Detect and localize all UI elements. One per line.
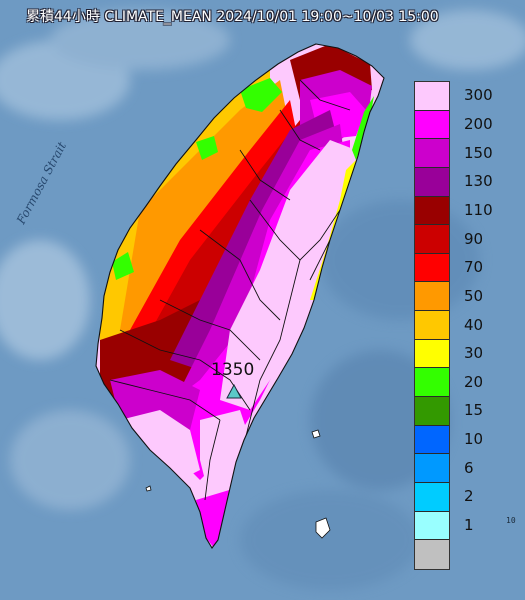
legend-label: 1 [464,516,474,535]
legend-label: 150 [464,143,493,162]
legend-swatch [415,82,449,111]
corner-mark: 10 [506,516,516,525]
zone-300-south [120,410,200,480]
legend-label: 300 [464,86,493,105]
zone-70 [130,100,300,350]
map-title: 累積44小時 CLIMATE_MEAN 2024/10/01 19:00~10/… [26,9,439,25]
green-island [311,429,321,439]
legend-swatch [415,511,449,541]
legend-label: 15 [464,401,484,420]
legend-label: 40 [464,315,484,334]
legend-label: 130 [464,172,493,191]
legend-labels: 300 200 150 130 110 90 70 50 40 30 20 15 10 6 2 1 [464,81,524,568]
legend-label: 20 [464,372,484,391]
legend-label: 10 [464,430,484,449]
legend-swatch [415,454,449,483]
zone-20 [240,78,282,112]
legend-colorbar [414,81,450,570]
legend-swatch [415,368,449,398]
zone-20b [196,136,218,160]
orchid-island [315,517,331,539]
rainfall-zones [96,44,374,548]
zone-20c [112,252,134,280]
legend-label: 30 [464,344,484,363]
legend-swatch [415,167,449,197]
island-outline [95,43,385,549]
legend-swatch [415,397,449,426]
legend-swatch [415,425,449,455]
legend-swatch [415,540,449,569]
peak-triangle-icon [226,384,242,399]
legend-label: 200 [464,114,493,133]
legend-swatch [415,253,449,283]
legend-label: 6 [464,458,474,477]
zone-20-east [352,96,374,160]
legend-swatch [415,225,449,254]
legend-swatch [415,482,449,512]
legend-label: 70 [464,258,484,277]
legend-label: 90 [464,229,484,248]
liuqiu-island [145,485,152,492]
legend-swatch [415,339,449,369]
zone-300-core [220,140,356,410]
legend-label: 2 [464,487,474,506]
legend-swatch [415,311,449,340]
peak-value-label: 1350 [211,360,255,380]
legend-swatch [415,282,449,312]
legend-label: 50 [464,286,484,305]
legend-swatch [415,139,449,168]
legend-label: 110 [464,200,493,219]
legend-swatch [415,196,449,226]
legend-swatch [415,110,449,140]
